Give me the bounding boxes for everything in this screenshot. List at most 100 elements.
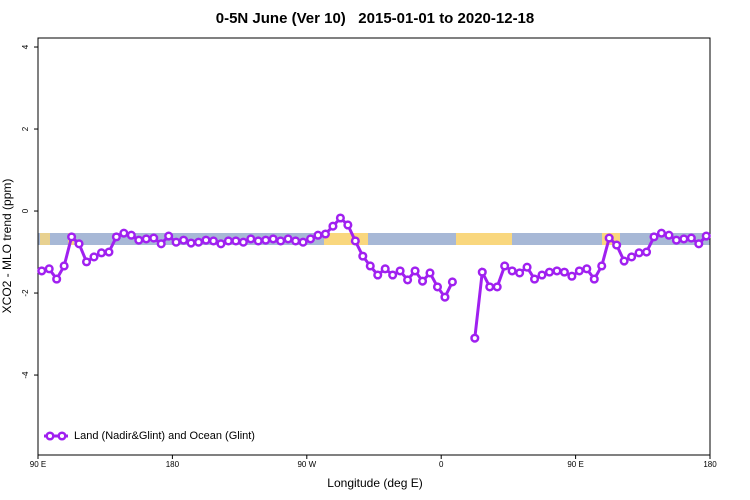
data-point	[597, 261, 607, 271]
data-point	[529, 274, 540, 284]
y-tick-label: -2	[21, 289, 30, 297]
data-point	[679, 234, 689, 244]
data-point	[238, 237, 248, 247]
data-point	[694, 239, 704, 249]
data-point	[664, 230, 674, 240]
data-point	[193, 237, 204, 247]
x-tick-label: 90 E	[567, 460, 583, 469]
data-point	[492, 282, 502, 292]
data-point	[223, 236, 233, 246]
data-point	[208, 236, 219, 246]
legend-swatch-marker	[45, 431, 55, 441]
land-band	[40, 233, 50, 245]
data-point	[89, 252, 99, 262]
data-point	[253, 236, 263, 246]
data-point	[403, 275, 413, 285]
data-point	[216, 239, 226, 249]
data-point	[470, 333, 480, 343]
data-point	[358, 251, 368, 261]
data-point	[388, 270, 398, 280]
y-tick-label: 0	[21, 208, 30, 213]
legend-label: Land (Nadir&Glint) and Ocean (Glint)	[74, 430, 255, 442]
data-point	[67, 232, 77, 242]
data-point	[425, 268, 435, 278]
data-point	[686, 233, 696, 243]
data-point	[126, 230, 136, 240]
data-point	[477, 267, 487, 277]
data-point	[552, 266, 562, 276]
data-point	[37, 266, 47, 276]
data-point	[44, 264, 54, 274]
y-tick-label: 2	[21, 126, 30, 131]
data-point	[447, 277, 457, 287]
data-point	[231, 236, 241, 246]
data-point	[320, 229, 331, 239]
data-point	[246, 234, 256, 244]
data-point	[119, 228, 129, 238]
data-point	[544, 267, 555, 277]
legend-swatch-marker	[57, 431, 67, 441]
x-tick-label: 180	[703, 460, 717, 469]
data-point	[701, 231, 711, 241]
data-point	[59, 261, 69, 271]
data-point	[432, 282, 443, 292]
plot-frame	[37, 37, 711, 456]
data-point	[328, 221, 338, 231]
x-tick-label: 90 E	[30, 460, 46, 469]
data-point	[649, 232, 659, 242]
data-point	[305, 234, 316, 244]
data-point	[417, 276, 428, 286]
data-point	[164, 231, 174, 241]
data-point	[627, 252, 637, 262]
data-point	[515, 268, 525, 278]
data-point	[567, 271, 577, 281]
data-point	[261, 235, 271, 245]
data-point	[111, 232, 121, 242]
data-point	[641, 247, 652, 257]
data-point	[671, 235, 681, 245]
data-point	[612, 240, 622, 250]
data-point	[149, 233, 159, 243]
data-point	[104, 247, 114, 257]
data-point	[343, 220, 353, 230]
y-tick-label: 4	[21, 44, 30, 49]
data-point	[395, 266, 405, 276]
data-point	[559, 267, 569, 277]
data-point	[634, 248, 644, 258]
y-axis-label: XCO2 - MLO trend (ppm)	[0, 179, 14, 314]
data-point	[96, 248, 107, 258]
data-point	[485, 282, 495, 292]
data-point	[500, 261, 510, 271]
data-point	[373, 270, 383, 280]
data-point	[134, 235, 144, 245]
data-point	[410, 266, 420, 276]
data-point	[171, 237, 181, 247]
data-point	[74, 239, 84, 249]
data-point	[619, 256, 629, 266]
data-point	[380, 264, 390, 274]
data-point	[440, 292, 450, 302]
x-tick-label: 0	[439, 460, 444, 469]
data-point	[350, 236, 360, 246]
data-point	[201, 235, 211, 245]
data-point	[522, 262, 532, 272]
data-point	[313, 230, 323, 240]
x-tick-label: 180	[166, 460, 180, 469]
data-point	[604, 233, 614, 243]
data-point	[574, 266, 584, 276]
y-tick-label: -4	[21, 371, 30, 379]
data-point	[365, 261, 375, 271]
land-band	[456, 233, 512, 245]
data-point	[179, 235, 189, 245]
data-point	[268, 234, 278, 244]
x-tick-label: 90 W	[297, 460, 316, 469]
data-point	[537, 270, 547, 280]
data-point	[141, 234, 151, 244]
data-point	[589, 274, 599, 284]
data-point	[656, 228, 667, 238]
data-point	[507, 266, 517, 276]
data-point	[81, 257, 92, 267]
data-point	[156, 239, 166, 249]
